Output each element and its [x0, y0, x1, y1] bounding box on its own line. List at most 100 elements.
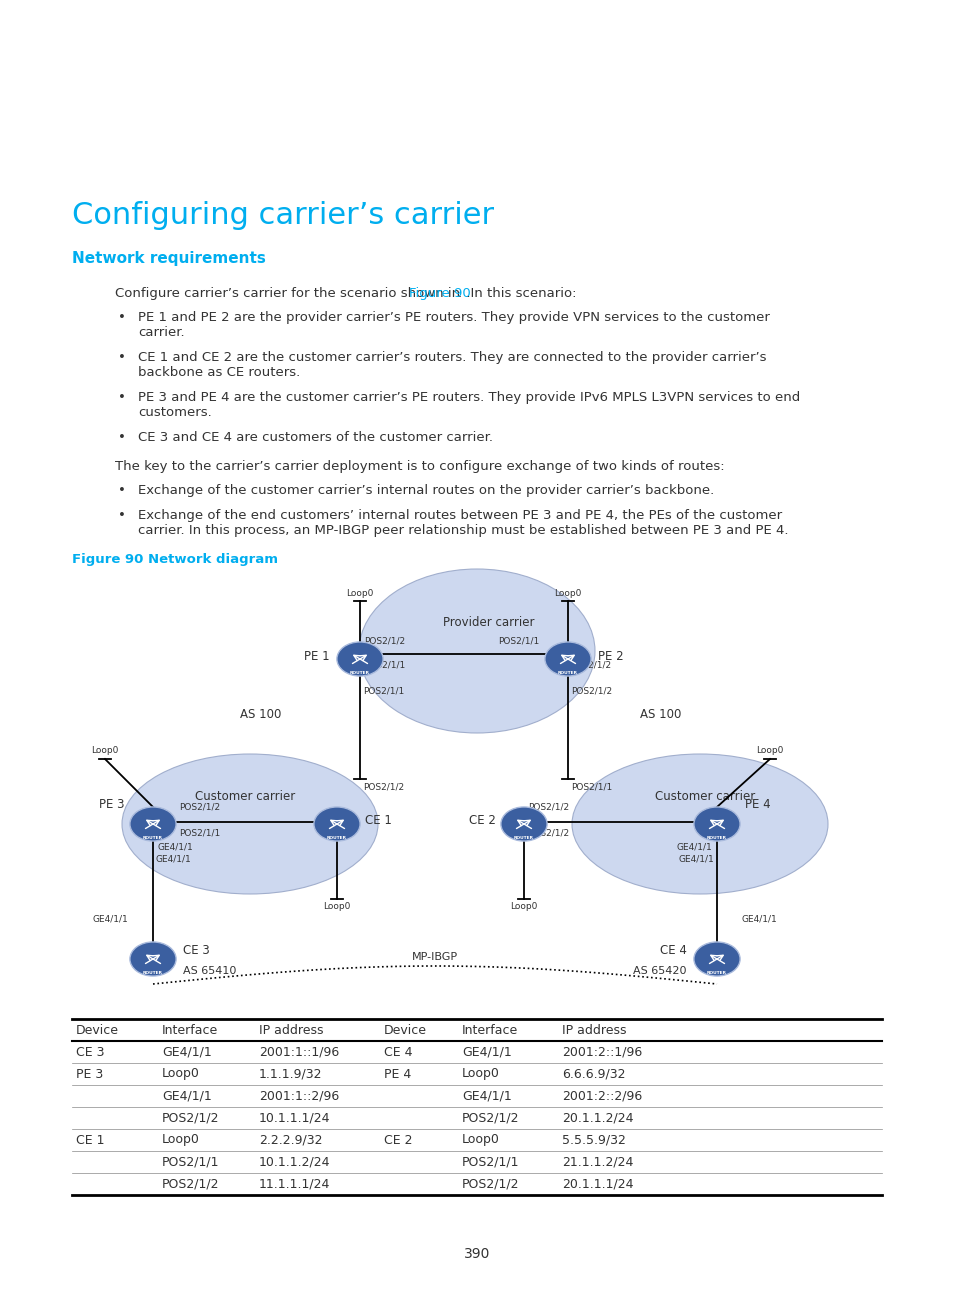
Text: POS2/1/2: POS2/1/2 [461, 1112, 519, 1125]
Text: The key to the carrier’s carrier deployment is to configure exchange of two kind: The key to the carrier’s carrier deploym… [115, 460, 724, 473]
Text: POS2/1/2: POS2/1/2 [363, 781, 404, 791]
Text: Figure 90 Network diagram: Figure 90 Network diagram [71, 553, 277, 566]
Text: Loop0: Loop0 [91, 746, 118, 756]
Text: Exchange of the end customers’ internal routes between PE 3 and PE 4, the PEs of: Exchange of the end customers’ internal … [138, 509, 781, 522]
Text: Loop0: Loop0 [756, 746, 782, 756]
Ellipse shape [130, 942, 176, 976]
Text: Customer carrier: Customer carrier [654, 789, 755, 802]
Text: •: • [118, 351, 126, 364]
Text: Interface: Interface [461, 1024, 517, 1037]
Text: 2001:2::2/96: 2001:2::2/96 [561, 1090, 641, 1103]
Text: 2001:1::1/96: 2001:1::1/96 [258, 1046, 339, 1059]
Ellipse shape [314, 807, 359, 841]
Text: CE 2: CE 2 [384, 1134, 412, 1147]
Text: AS 100: AS 100 [240, 708, 281, 721]
Ellipse shape [544, 642, 591, 677]
Text: Configure carrier’s carrier for the scenario shown in: Configure carrier’s carrier for the scen… [115, 286, 464, 299]
Text: CE 1 and CE 2 are the customer carrier’s routers. They are connected to the prov: CE 1 and CE 2 are the customer carrier’s… [138, 351, 765, 364]
Text: Configuring carrier’s carrier: Configuring carrier’s carrier [71, 201, 494, 229]
Text: GE4/1/1: GE4/1/1 [676, 842, 711, 851]
Text: Loop0: Loop0 [554, 588, 581, 597]
Text: GE4/1/1: GE4/1/1 [741, 915, 777, 924]
Text: 2.2.2.9/32: 2.2.2.9/32 [258, 1134, 322, 1147]
Text: CE 3: CE 3 [183, 945, 210, 958]
Text: ROUTER: ROUTER [350, 670, 370, 675]
Text: CE 2: CE 2 [469, 814, 496, 828]
Text: Exchange of the customer carrier’s internal routes on the provider carrier’s bac: Exchange of the customer carrier’s inter… [138, 483, 714, 496]
Text: CE 3 and CE 4 are customers of the customer carrier.: CE 3 and CE 4 are customers of the custo… [138, 432, 493, 445]
Text: carrier.: carrier. [138, 327, 185, 340]
Text: 2001:1::2/96: 2001:1::2/96 [258, 1090, 339, 1103]
Ellipse shape [358, 569, 595, 734]
Text: ROUTER: ROUTER [143, 836, 163, 840]
Text: Device: Device [76, 1024, 119, 1037]
Text: carrier. In this process, an MP-IBGP peer relationship must be established betwe: carrier. In this process, an MP-IBGP pee… [138, 524, 788, 537]
Ellipse shape [122, 754, 377, 894]
Text: ROUTER: ROUTER [558, 670, 578, 675]
Text: POS2/1/1: POS2/1/1 [179, 828, 220, 837]
Text: POS2/1/2: POS2/1/2 [571, 686, 612, 695]
Ellipse shape [693, 942, 740, 976]
Text: 10.1.1.1/24: 10.1.1.1/24 [258, 1112, 330, 1125]
Text: IP address: IP address [258, 1024, 323, 1037]
Text: 20.1.1.1/24: 20.1.1.1/24 [561, 1178, 633, 1191]
Text: 5.5.5.9/32: 5.5.5.9/32 [561, 1134, 625, 1147]
Text: POS2/1/1: POS2/1/1 [364, 661, 405, 670]
Text: CE 1: CE 1 [365, 814, 392, 828]
Text: •: • [118, 311, 126, 324]
Text: CE 4: CE 4 [659, 945, 686, 958]
Text: PE 1 and PE 2 are the provider carrier’s PE routers. They provide VPN services t: PE 1 and PE 2 are the provider carrier’s… [138, 311, 769, 324]
Text: •: • [118, 391, 126, 404]
Text: Loop0: Loop0 [461, 1134, 499, 1147]
Text: Loop0: Loop0 [461, 1068, 499, 1081]
Text: Loop0: Loop0 [510, 902, 537, 911]
Text: PE 3 and PE 4 are the customer carrier’s PE routers. They provide IPv6 MPLS L3VP: PE 3 and PE 4 are the customer carrier’s… [138, 391, 800, 404]
Text: CE 4: CE 4 [384, 1046, 412, 1059]
Text: Network requirements: Network requirements [71, 251, 266, 266]
Text: PE 4: PE 4 [744, 797, 770, 810]
Text: •: • [118, 483, 126, 496]
Text: AS 100: AS 100 [639, 708, 680, 721]
Text: Interface: Interface [162, 1024, 218, 1037]
Text: POS2/1/2: POS2/1/2 [527, 828, 569, 837]
Text: Figure 90: Figure 90 [409, 286, 471, 299]
Text: •: • [118, 509, 126, 522]
Text: 2001:2::1/96: 2001:2::1/96 [561, 1046, 641, 1059]
Ellipse shape [130, 807, 176, 841]
Text: GE4/1/1: GE4/1/1 [92, 915, 128, 924]
Text: POS2/1/1: POS2/1/1 [497, 636, 538, 645]
Text: 11.1.1.1/24: 11.1.1.1/24 [258, 1178, 330, 1191]
Text: ROUTER: ROUTER [514, 836, 534, 840]
Text: AS 65420: AS 65420 [633, 966, 686, 976]
Text: PE 4: PE 4 [384, 1068, 411, 1081]
Text: POS2/1/2: POS2/1/2 [569, 661, 611, 670]
Text: POS2/1/2: POS2/1/2 [461, 1178, 519, 1191]
Text: Loop0: Loop0 [346, 588, 374, 597]
Text: ROUTER: ROUTER [327, 836, 347, 840]
Text: GE4/1/1: GE4/1/1 [461, 1046, 511, 1059]
Text: PE 3: PE 3 [76, 1068, 103, 1081]
Text: 10.1.1.2/24: 10.1.1.2/24 [258, 1156, 330, 1169]
Text: Loop0: Loop0 [162, 1134, 200, 1147]
Text: 20.1.1.2/24: 20.1.1.2/24 [561, 1112, 633, 1125]
Text: Provider carrier: Provider carrier [443, 617, 535, 630]
Text: Device: Device [384, 1024, 427, 1037]
Text: POS2/1/2: POS2/1/2 [364, 636, 405, 645]
Text: Customer carrier: Customer carrier [194, 789, 294, 802]
Text: MP-IBGP: MP-IBGP [412, 953, 457, 962]
Text: POS2/1/1: POS2/1/1 [571, 781, 612, 791]
Text: backbone as CE routers.: backbone as CE routers. [138, 365, 300, 378]
Text: CE 3: CE 3 [76, 1046, 105, 1059]
Text: GE4/1/1: GE4/1/1 [678, 854, 713, 863]
Text: PE 2: PE 2 [598, 649, 623, 662]
Ellipse shape [572, 754, 827, 894]
Text: GE4/1/1: GE4/1/1 [162, 1046, 212, 1059]
Text: •: • [118, 432, 126, 445]
Text: Loop0: Loop0 [162, 1068, 200, 1081]
Text: IP address: IP address [561, 1024, 626, 1037]
Text: Loop0: Loop0 [323, 902, 351, 911]
Text: 390: 390 [463, 1247, 490, 1261]
Text: . .In this scenario:: . .In this scenario: [457, 286, 577, 299]
Text: POS2/1/2: POS2/1/2 [179, 804, 220, 813]
Text: GE4/1/1: GE4/1/1 [156, 854, 192, 863]
